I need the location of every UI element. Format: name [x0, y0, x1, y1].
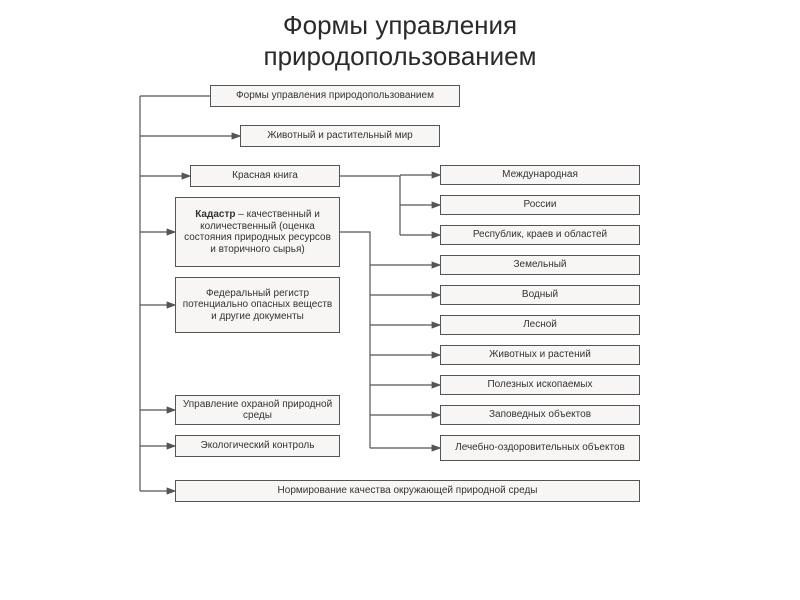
node-ecolog: Экологический контроль — [175, 435, 340, 457]
page-title-line1: Формы управления — [283, 10, 517, 40]
node-water: Водный — [440, 285, 640, 305]
node-forest: Лесной — [440, 315, 640, 335]
node-mineral: Полезных ископаемых — [440, 375, 640, 395]
node-redbook: Красная книга — [190, 165, 340, 187]
node-intl: Международная — [440, 165, 640, 185]
node-reserve: Заповедных объектов — [440, 405, 640, 425]
flowchart-diagram: Формы управления природопользованием Живо… — [60, 85, 740, 595]
node-kadastr: Кадастр – качественный и количественный … — [175, 197, 340, 267]
node-russia: России — [440, 195, 640, 215]
connector-layer — [60, 85, 740, 595]
node-registr: Федеральный регистр потенциально опасных… — [175, 277, 340, 333]
node-health: Лечебно-оздоровительных объектов — [440, 435, 640, 461]
node-regions: Республик, краев и областей — [440, 225, 640, 245]
node-wildlife: Животный и растительный мир — [240, 125, 440, 147]
node-land: Земельный — [440, 255, 640, 275]
node-root: Формы управления природопользованием — [210, 85, 460, 107]
node-norm: Нормирование качества окружающей природн… — [175, 480, 640, 502]
node-protect: Управление охраной природной среды — [175, 395, 340, 425]
page-title-line2: природопользованием — [263, 41, 536, 71]
node-fauna: Животных и растений — [440, 345, 640, 365]
